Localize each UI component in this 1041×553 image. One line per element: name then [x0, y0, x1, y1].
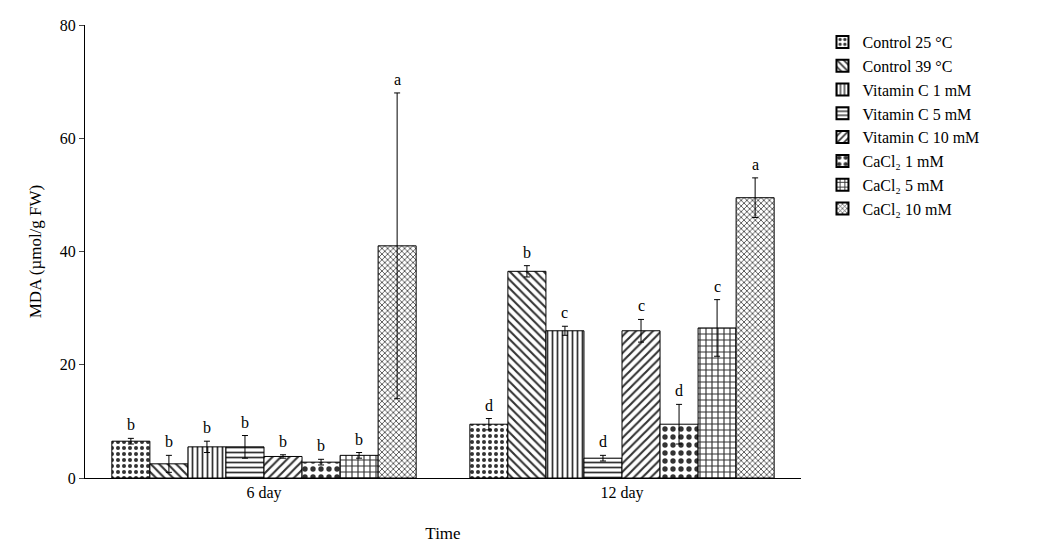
svg-text:d: d — [599, 433, 607, 450]
svg-text:Control 25 °C: Control 25 °C — [862, 34, 952, 51]
svg-text:Vitamin C 1 mM: Vitamin C 1 mM — [862, 82, 971, 99]
svg-text:MDA (µmol/g FW): MDA (µmol/g FW) — [26, 185, 45, 319]
svg-text:a: a — [752, 156, 759, 173]
svg-text:6 day: 6 day — [246, 484, 281, 502]
svg-text:a: a — [394, 71, 401, 88]
svg-text:b: b — [317, 437, 325, 454]
svg-text:CaCl₂ 5 mM: CaCl₂ 5 mM — [862, 177, 943, 194]
svg-text:b: b — [127, 416, 135, 433]
svg-text:c: c — [561, 304, 568, 321]
svg-text:0: 0 — [68, 470, 76, 487]
svg-text:d: d — [485, 397, 493, 414]
svg-text:b: b — [523, 244, 531, 261]
svg-text:CaCl₂ 1 mM: CaCl₂ 1 mM — [862, 153, 943, 170]
svg-text:b: b — [241, 414, 249, 431]
svg-text:40: 40 — [60, 243, 76, 260]
svg-text:c: c — [638, 297, 645, 314]
svg-text:b: b — [203, 419, 211, 436]
svg-text:60: 60 — [60, 130, 76, 147]
svg-text:b: b — [279, 433, 287, 450]
svg-text:c: c — [714, 278, 721, 295]
svg-text:Vitamin C 5 mM: Vitamin C 5 mM — [862, 106, 971, 123]
svg-text:d: d — [675, 382, 683, 399]
svg-text:12 day: 12 day — [600, 484, 643, 502]
svg-text:Control 39 °C: Control 39 °C — [862, 58, 952, 75]
svg-text:20: 20 — [60, 356, 76, 373]
svg-text:Time: Time — [425, 524, 460, 543]
svg-text:b: b — [165, 433, 173, 450]
svg-text:b: b — [355, 431, 363, 448]
svg-text:Vitamin C 10 mM: Vitamin C 10 mM — [862, 129, 979, 146]
svg-text:CaCl₂ 10 mM: CaCl₂ 10 mM — [862, 201, 951, 218]
svg-text:80: 80 — [60, 17, 76, 34]
